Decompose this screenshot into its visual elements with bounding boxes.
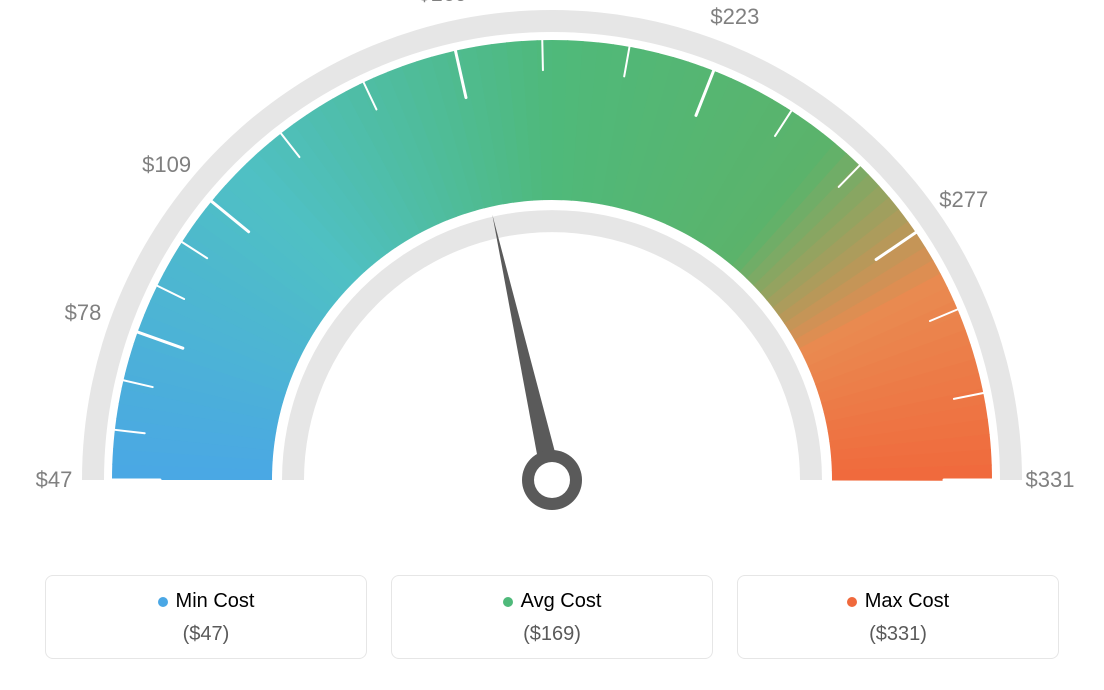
- legend-card-avg: Avg Cost ($169): [391, 575, 713, 659]
- gauge-tick-label: $331: [1026, 467, 1075, 493]
- legend-row: Min Cost ($47) Avg Cost ($169) Max Cost …: [0, 575, 1104, 659]
- legend-value-avg: ($169): [392, 623, 712, 646]
- legend-label-min: Min Cost: [176, 590, 255, 613]
- gauge-tick-label: $47: [36, 467, 73, 493]
- legend-value-min: ($47): [46, 623, 366, 646]
- gauge-chart: $47 $78 $109 $169 $223 $277 $331: [0, 0, 1104, 560]
- legend-label-avg: Avg Cost: [521, 590, 602, 613]
- legend-card-min: Min Cost ($47): [45, 575, 367, 659]
- legend-card-max: Max Cost ($331): [737, 575, 1059, 659]
- legend-dot-min: [158, 597, 168, 607]
- legend-dot-avg: [503, 597, 513, 607]
- gauge-tick-label: $169: [418, 0, 467, 7]
- gauge-tick-label: $78: [65, 300, 102, 326]
- legend-label-max: Max Cost: [865, 590, 949, 613]
- gauge-tick-label: $109: [142, 152, 191, 178]
- legend-value-max: ($331): [738, 623, 1058, 646]
- legend-dot-max: [847, 597, 857, 607]
- gauge-tick-label: $223: [710, 4, 759, 30]
- gauge-tick-label: $277: [939, 187, 988, 213]
